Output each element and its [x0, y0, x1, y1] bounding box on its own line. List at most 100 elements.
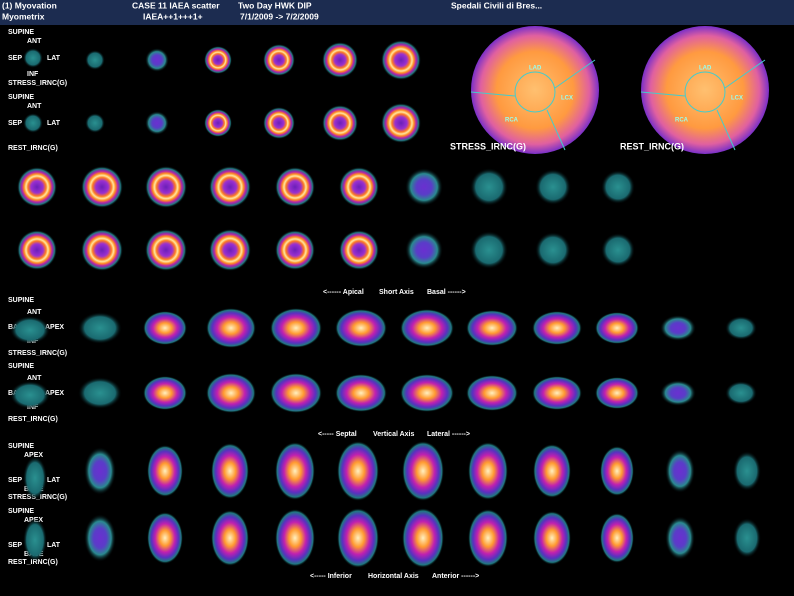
- image-slice: [402, 508, 444, 568]
- image-slice: [381, 103, 421, 143]
- image-slice: [600, 446, 634, 496]
- label: LAT: [47, 120, 61, 127]
- image-slice: [470, 231, 508, 269]
- image-slice: [23, 456, 47, 500]
- image-slice: [405, 168, 443, 206]
- label: Myometrix: [2, 11, 45, 21]
- label: Anterior ------>: [432, 573, 479, 580]
- label: SUPINE: [8, 297, 34, 304]
- image-slice: [275, 442, 315, 500]
- polar-ring: [684, 71, 726, 113]
- image-slice: [595, 312, 639, 344]
- image-slice: [145, 166, 187, 208]
- image-slice: [381, 40, 421, 80]
- image-slice: [143, 311, 187, 345]
- label: 7/1/2009 -> 7/2/2009: [240, 11, 319, 21]
- image-slice: [143, 376, 187, 410]
- label: SUPINE: [8, 363, 34, 370]
- image-slice: [466, 375, 518, 411]
- image-slice: [145, 229, 187, 271]
- image-slice: [275, 509, 315, 567]
- label: SUPINE: [8, 443, 34, 450]
- label: APEX: [45, 324, 64, 331]
- image-slice: [84, 514, 116, 562]
- image-slice: [81, 166, 123, 208]
- image-slice: [147, 445, 183, 497]
- label: SUPINE: [8, 508, 34, 515]
- image-slice: [10, 316, 50, 344]
- label: SUPINE: [8, 29, 34, 36]
- label: APEX: [24, 452, 43, 459]
- image-slice: [211, 443, 249, 499]
- label: REST_IRNC(G): [8, 145, 58, 152]
- image-slice: [402, 441, 444, 501]
- label: Lateral ------>: [427, 431, 470, 438]
- territory-line: [470, 59, 596, 151]
- label: LAD: [699, 66, 712, 72]
- image-slice: [468, 509, 508, 567]
- image-slice: [270, 373, 322, 413]
- image-slice: [85, 113, 105, 133]
- label: IAEA++1+++1+: [143, 11, 203, 21]
- image-slice: [660, 380, 696, 406]
- image-slice: [660, 315, 696, 341]
- image-slice: [400, 309, 454, 347]
- label: SEP: [8, 120, 22, 127]
- polar-map: [471, 26, 599, 154]
- image-slice: [322, 42, 358, 78]
- image-slice: [535, 232, 571, 268]
- image-slice: [23, 518, 47, 562]
- image-slice: [725, 381, 757, 405]
- image-slice: [339, 230, 379, 270]
- image-slice: [23, 48, 43, 68]
- image-slice: [81, 229, 123, 271]
- image-slice: [84, 447, 116, 495]
- label: Horizontal Axis: [368, 573, 419, 580]
- image-slice: [147, 512, 183, 564]
- image-slice: [206, 373, 256, 413]
- image-slice: [17, 230, 57, 270]
- image-slice: [601, 233, 635, 267]
- image-slice: [535, 169, 571, 205]
- label: STRESS_IRNC(G): [8, 350, 67, 357]
- image-slice: [600, 513, 634, 563]
- label: (1) Myovation: [2, 0, 57, 10]
- image-slice: [17, 167, 57, 207]
- label: LAT: [47, 477, 61, 484]
- image-slice: [206, 308, 256, 348]
- image-slice: [209, 166, 251, 208]
- label: STRESS_IRNC(G): [450, 141, 526, 151]
- image-slice: [733, 451, 761, 491]
- label: Short Axis: [379, 289, 414, 296]
- image-slice: [468, 442, 508, 500]
- label: LAT: [47, 542, 61, 549]
- image-slice: [275, 167, 315, 207]
- label: LCX: [561, 96, 573, 102]
- image-slice: [211, 510, 249, 566]
- label: ANT: [27, 309, 42, 316]
- image-slice: [532, 376, 582, 410]
- label: RCA: [675, 118, 689, 124]
- image-slice: [337, 508, 379, 568]
- image-slice: [322, 105, 358, 141]
- image-slice: [665, 516, 695, 560]
- label: Basal ------>: [427, 289, 466, 296]
- image-slice: [405, 231, 443, 269]
- polar-ring: [514, 71, 556, 113]
- label: ANT: [27, 103, 42, 110]
- label: LCX: [731, 96, 743, 102]
- label: Two Day HWK DIP: [238, 0, 312, 10]
- label: Vertical Axis: [373, 431, 414, 438]
- label: RCA: [505, 118, 519, 124]
- image-slice: [339, 167, 379, 207]
- image-slice: [470, 168, 508, 206]
- label: ANT: [27, 38, 42, 45]
- label: SEP: [8, 55, 22, 62]
- label: LAD: [529, 66, 542, 72]
- image-slice: [533, 511, 571, 565]
- image-slice: [733, 518, 761, 558]
- label: ANT: [27, 375, 42, 382]
- image-slice: [270, 308, 322, 348]
